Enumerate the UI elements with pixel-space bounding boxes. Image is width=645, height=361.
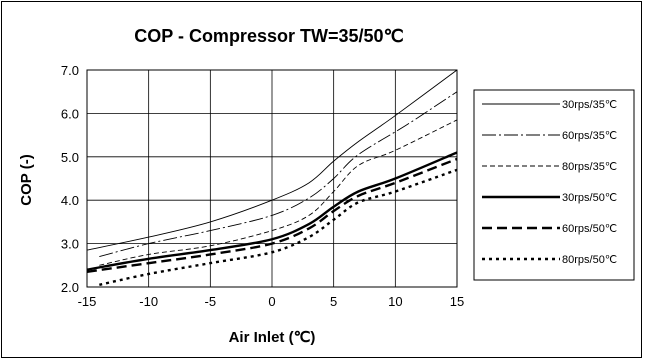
series-line	[86, 157, 458, 273]
x-tick-label: -5	[205, 294, 217, 309]
series-line	[86, 151, 458, 271]
x-tick-label: 5	[330, 294, 337, 309]
y-tick-label: 5.0	[61, 150, 79, 165]
series-line	[99, 119, 458, 266]
y-tick-label: 2.0	[61, 280, 79, 295]
legend: 30rps/35℃ 60rps/35℃ 80rps/35℃ 30rps/50℃ 60rp…	[482, 99, 617, 266]
legend-box	[473, 89, 635, 281]
y-tick-label: 3.0	[61, 237, 79, 252]
plot-border	[86, 69, 458, 288]
legend-label: 60rps/50℃	[562, 223, 617, 235]
x-tick-label: 10	[388, 294, 402, 309]
legend-label: 30rps/35℃	[562, 99, 617, 111]
legend-label: 60rps/35℃	[562, 130, 617, 142]
legend-label: 80rps/35℃	[562, 161, 617, 173]
series-line	[86, 69, 458, 251]
x-tick-labels: -15 -10 -5 0 5 10 15	[78, 294, 465, 309]
y-axis-label: COP (-)	[18, 154, 35, 205]
y-tick-labels: 2.0 3.0 4.0 5.0 6.0 7.0	[61, 63, 79, 295]
x-tick-label: -15	[78, 294, 97, 309]
y-tick-label: 7.0	[61, 63, 79, 78]
chart-title: COP - Compressor TW=35/50℃	[134, 26, 403, 46]
x-tick-label: 15	[450, 294, 464, 309]
series-line	[99, 91, 458, 258]
y-tick-label: 4.0	[61, 193, 79, 208]
x-tick-label: -10	[139, 294, 158, 309]
x-tick-label: 0	[268, 294, 275, 309]
legend-label: 80rps/50℃	[562, 254, 617, 266]
series-layer	[86, 69, 458, 287]
legend-label: 30rps/50℃	[562, 192, 617, 204]
y-tick-label: 6.0	[61, 106, 79, 121]
x-axis-label: Air Inlet (℃)	[229, 329, 316, 346]
